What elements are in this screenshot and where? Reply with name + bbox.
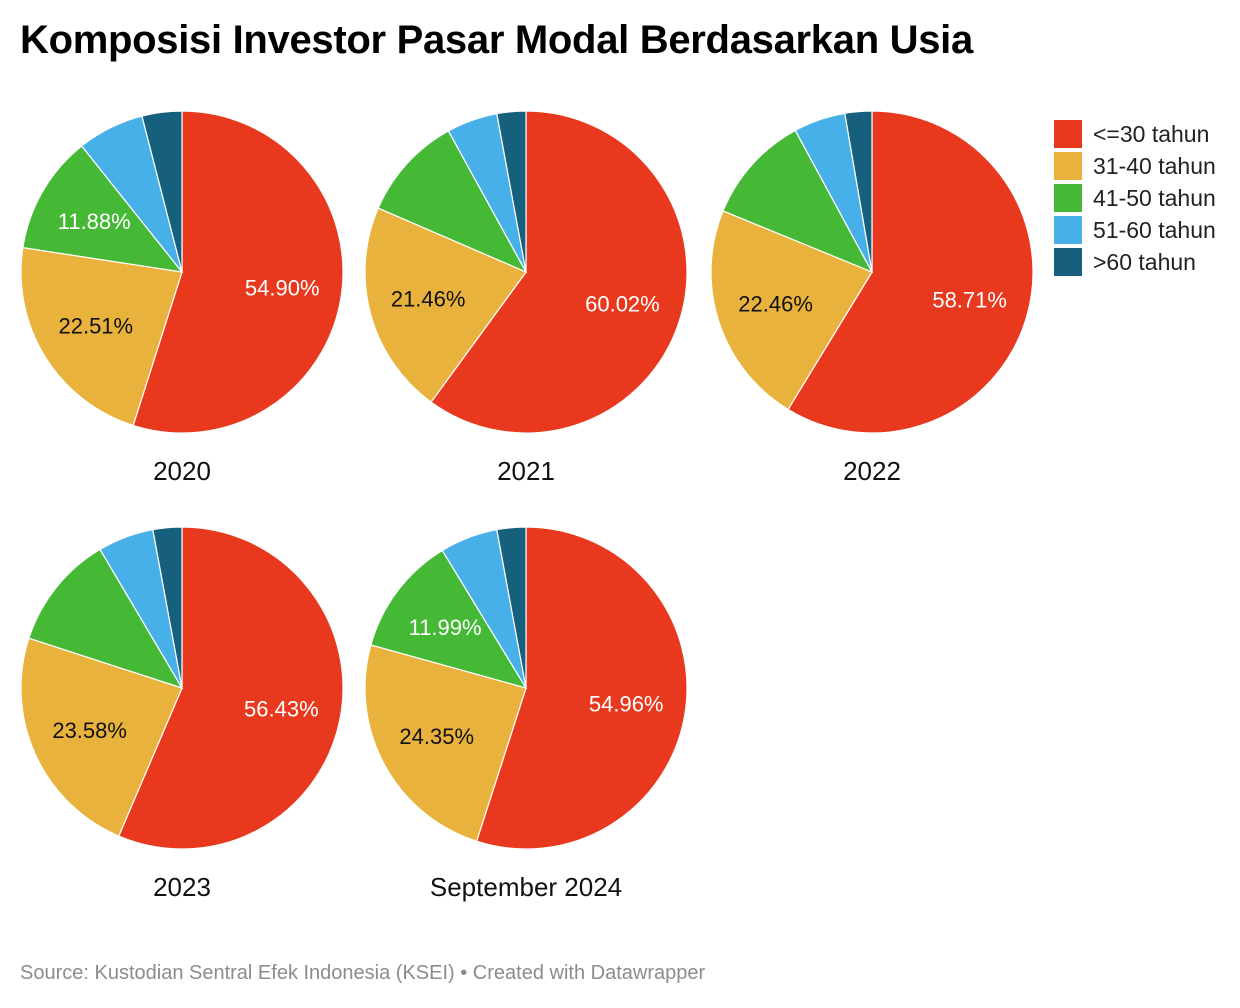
pie-slice bbox=[141, 110, 183, 273]
slice-label: 22.51% bbox=[58, 313, 133, 338]
pie-3: 56.43% 23.58% 2023 bbox=[20, 526, 344, 902]
slice-label: 21.46% bbox=[391, 287, 466, 312]
pie-slice bbox=[430, 110, 688, 434]
slice-label: 54.96% bbox=[589, 692, 664, 717]
legend-item: >60 tahun bbox=[1054, 246, 1216, 278]
pie-slice bbox=[117, 526, 344, 850]
legend-label: <=30 tahun bbox=[1093, 120, 1210, 147]
legend-label: 51-60 tahun bbox=[1093, 216, 1216, 243]
pie-slice bbox=[496, 526, 527, 689]
slice-label: 54.90% bbox=[245, 276, 320, 301]
legend-item: 31-40 tahun bbox=[1054, 150, 1216, 182]
pie-0: 54.90% 22.51% 11.88% 2020 bbox=[20, 110, 344, 486]
chart-title: Komposisi Investor Pasar Modal Berdasark… bbox=[20, 18, 973, 62]
pie-slice bbox=[132, 110, 344, 434]
slice-label: 11.99% bbox=[409, 615, 482, 640]
pie-slice bbox=[710, 210, 873, 411]
slice-label: 24.35% bbox=[399, 724, 474, 749]
slice-label: 60.02% bbox=[585, 291, 660, 316]
pie-slice bbox=[787, 110, 1034, 434]
legend-swatch bbox=[1054, 120, 1082, 148]
pie-slice bbox=[364, 644, 527, 843]
source-note: Source: Kustodian Sentral Efek Indonesia… bbox=[20, 962, 706, 984]
pie-slice bbox=[844, 110, 873, 273]
legend-item: 51-60 tahun bbox=[1054, 214, 1216, 246]
legend-label: >60 tahun bbox=[1093, 248, 1196, 275]
pie-title: 2023 bbox=[153, 872, 211, 902]
legend: <=30 tahun 31-40 tahun 41-50 tahun 51-60 ta… bbox=[1054, 118, 1216, 278]
pie-slice bbox=[370, 549, 528, 689]
pie-1: 60.02% 21.46% 2021 bbox=[364, 110, 688, 486]
slice-label: 58.71% bbox=[932, 287, 1007, 312]
pie-slice bbox=[496, 110, 527, 273]
pie-slice bbox=[20, 246, 183, 427]
legend-label: 31-40 tahun bbox=[1093, 152, 1216, 179]
slice-label: 56.43% bbox=[244, 696, 319, 721]
pie-slice bbox=[364, 207, 527, 403]
legend-swatch bbox=[1054, 248, 1082, 276]
pie-charts: 54.90% 22.51% 11.88% 2020 60.02% 21.46% 2021 58… bbox=[20, 110, 1034, 902]
pie-title: September 2024 bbox=[430, 872, 622, 902]
pie-title: 2021 bbox=[497, 456, 555, 486]
pie-2: 58.71% 22.46% 2022 bbox=[710, 110, 1034, 486]
legend-swatch bbox=[1054, 152, 1082, 180]
pie-title: 2020 bbox=[153, 456, 211, 486]
slice-label: 22.46% bbox=[738, 292, 813, 317]
legend-item: <=30 tahun bbox=[1054, 118, 1216, 150]
pie-4: 54.96% 24.35% 11.99% September 2024 bbox=[364, 526, 688, 902]
legend-swatch bbox=[1054, 184, 1082, 212]
pie-slice bbox=[22, 145, 184, 273]
legend-swatch bbox=[1054, 216, 1082, 244]
legend-item: 41-50 tahun bbox=[1054, 182, 1216, 214]
slice-label: 23.58% bbox=[52, 718, 127, 743]
pie-slice bbox=[377, 130, 528, 274]
pie-slice bbox=[152, 526, 183, 689]
slice-label: 11.88% bbox=[58, 209, 131, 234]
pie-slice bbox=[20, 637, 183, 837]
pie-slice bbox=[722, 129, 874, 274]
pie-slice bbox=[28, 548, 184, 690]
pie-slice bbox=[475, 526, 688, 850]
pie-title: 2022 bbox=[843, 456, 901, 486]
legend-label: 41-50 tahun bbox=[1093, 184, 1216, 211]
